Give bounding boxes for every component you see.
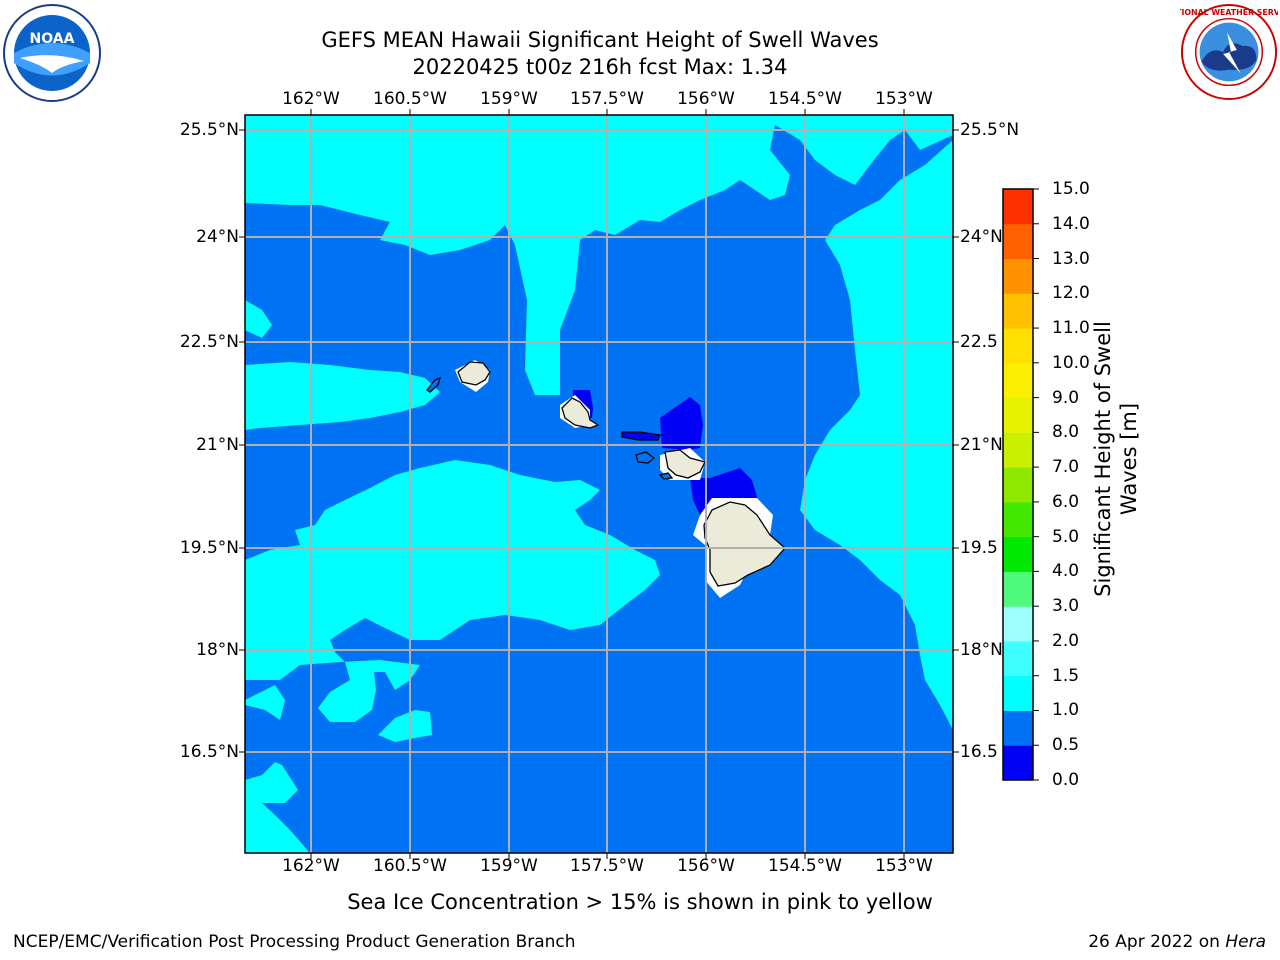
lat-tick-label: 16.5°N xyxy=(179,742,239,762)
lon-tick-label: 162°W xyxy=(282,856,340,876)
svg-text:NOAA: NOAA xyxy=(30,31,75,47)
lat-tick-label: 24°N xyxy=(196,227,239,247)
colorbar-tick-label: 6.0 xyxy=(1052,491,1080,512)
svg-text:NATIONAL WEATHER SERVICE: NATIONAL WEATHER SERVICE xyxy=(1180,8,1278,17)
colorbar-swatch xyxy=(1003,293,1033,329)
colorbar-tick-label: 1.5 xyxy=(1052,665,1080,686)
credit-branch: NCEP/EMC/Verification Post Processing Pr… xyxy=(13,932,576,952)
credit-date: 26 Apr 2022 on Hera xyxy=(1088,932,1266,952)
colorbar-swatch xyxy=(1003,397,1033,433)
map-frame xyxy=(244,114,954,854)
lat-tick-label: 22.5°N xyxy=(179,332,239,352)
lon-tick-label: 156°W xyxy=(677,89,735,109)
colorbar-tick-label: 5.0 xyxy=(1052,526,1080,547)
colorbar-swatch xyxy=(1003,501,1033,538)
lon-tick-label: 154.5°W xyxy=(768,856,842,876)
colorbar-swatch xyxy=(1003,258,1033,294)
lat-tick-label-right: 25.5°N xyxy=(960,120,1020,140)
swell-band-1-5-patch xyxy=(245,300,272,338)
lat-tick-label: 21°N xyxy=(196,435,239,455)
colorbar-swatch xyxy=(1003,362,1033,399)
frame-ticks xyxy=(239,109,959,859)
island-kahoolawe xyxy=(658,472,674,480)
lon-tick-label: 159°W xyxy=(480,89,538,109)
colorbar-swatch xyxy=(1003,467,1033,503)
colorbar xyxy=(1002,188,1039,781)
colorbar-tick-label: 13.0 xyxy=(1052,248,1090,269)
lat-tick-label-right: 19.5 xyxy=(960,538,998,558)
lat-tick-label-right: 16.5 xyxy=(960,742,998,762)
lat-tick-label-right: 18°N xyxy=(960,640,1003,660)
island-maui xyxy=(664,449,706,479)
swell-band-1-5-east xyxy=(800,140,953,730)
colorbar-swatch xyxy=(1003,571,1033,607)
colorbar-tick-label: 10.0 xyxy=(1052,352,1090,373)
colorbar-tick-label: 11.0 xyxy=(1052,318,1090,339)
colorbar-tick-label: 1.0 xyxy=(1052,700,1080,721)
swell-band-1-5-sw xyxy=(245,762,310,853)
colorbar-swatch xyxy=(1003,189,1033,225)
lat-tick-label: 25.5°N xyxy=(179,120,239,140)
lon-tick-label: 153°W xyxy=(875,89,933,109)
footnote: Sea Ice Concentration > 15% is shown in … xyxy=(347,890,933,914)
island-oahu xyxy=(561,397,600,429)
colorbar-swatch xyxy=(1003,223,1033,260)
colorbar-tick-label: 15.0 xyxy=(1052,179,1090,199)
colorbar-frame xyxy=(1002,188,1034,781)
colorbar-tick-label: 7.0 xyxy=(1052,457,1080,478)
colorbar-tick-label: 4.0 xyxy=(1052,561,1080,582)
colorbar-tick-label: 12.0 xyxy=(1052,283,1090,304)
swell-band-1-5-tongue xyxy=(245,685,285,720)
lon-tick-label: 157.5°W xyxy=(570,856,644,876)
colorbar-swatch xyxy=(1003,745,1033,781)
colorbar-swatch xyxy=(1003,328,1033,364)
lat-tick-label: 19.5°N xyxy=(179,538,239,558)
swell-band-1-5-patch-south xyxy=(378,710,432,742)
noaa-logo: NOAA xyxy=(3,4,101,102)
colorbar-swatch xyxy=(1003,432,1033,468)
lat-tick-label-right: 24°N xyxy=(960,227,1003,247)
colorbar-tick-label: 0.5 xyxy=(1052,735,1080,756)
map-subtitle: 20220425 t00z 216h fcst Max: 1.34 xyxy=(412,55,788,79)
colorbar-swatch xyxy=(1003,536,1033,572)
colorbar-swatch xyxy=(1003,710,1033,746)
lat-tick-label-right: 21°N xyxy=(960,435,1003,455)
island-niihau xyxy=(426,376,441,393)
lon-tick-label: 160.5°W xyxy=(373,89,447,109)
swell-band-1-5-south-main xyxy=(245,460,660,722)
colorbar-swatch xyxy=(1003,606,1033,642)
islands xyxy=(426,361,786,587)
lon-tick-label: 157.5°W xyxy=(570,89,644,109)
colorbar-tick-label: 9.0 xyxy=(1052,387,1080,408)
colorbar-tick-label: 8.0 xyxy=(1052,422,1080,443)
colorbar-swatch xyxy=(1003,640,1033,677)
gridlines xyxy=(245,115,953,853)
swell-band-1-5-north xyxy=(245,115,953,395)
colorbar-tick-label: 3.0 xyxy=(1052,596,1080,617)
lon-tick-label: 154.5°W xyxy=(768,89,842,109)
colorbar-tick-label: 14.0 xyxy=(1052,213,1090,234)
lon-tick-label: 153°W xyxy=(875,856,933,876)
nws-logo: NATIONAL WEATHER SERVICE xyxy=(1180,3,1278,101)
swell-band-0-5-molokai xyxy=(660,397,703,450)
colorbar-label: Significant Height of Swell Waves [m] xyxy=(1091,321,1141,597)
lon-tick-label: 162°W xyxy=(282,89,340,109)
island-molokai xyxy=(621,431,661,441)
lon-tick-label: 159°W xyxy=(480,856,538,876)
map-title: GEFS MEAN Hawaii Significant Height of S… xyxy=(321,28,879,52)
island-kauai xyxy=(457,361,491,386)
lat-tick-label: 18°N xyxy=(196,640,239,660)
lon-tick-label: 156°W xyxy=(677,856,735,876)
colorbar-tick-label: 0.0 xyxy=(1052,770,1080,790)
colorbar-swatch xyxy=(1003,675,1033,711)
swell-band-1-5-west xyxy=(245,362,440,430)
island-lanai xyxy=(635,451,656,464)
lat-tick-label-right: 22.5 xyxy=(960,332,998,352)
lon-tick-label: 160.5°W xyxy=(373,856,447,876)
colorbar-tick-label: 2.0 xyxy=(1052,630,1080,651)
